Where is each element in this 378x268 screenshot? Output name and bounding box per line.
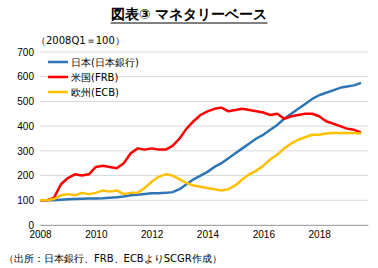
title: 図表③ マネタリーベース [111, 6, 268, 22]
x-axis: 2008 2010 2012 2014 2016 2018 [29, 225, 368, 240]
x-tick: 2014 [197, 225, 220, 240]
grid-line [40, 150, 368, 151]
grid-line [40, 126, 368, 127]
y-tick-label: 500 [17, 96, 34, 107]
y-tick-label: 600 [17, 71, 34, 82]
y-tick-label: 100 [17, 195, 34, 206]
legend-label: 欧州(ECB) [71, 87, 119, 98]
y-tick: 200 [17, 170, 40, 181]
y-tick: 600 [17, 71, 40, 82]
y-tick-label: 200 [17, 170, 34, 181]
y-tick-label: 400 [17, 121, 34, 132]
x-tick-label: 2008 [29, 229, 52, 240]
title-underline [111, 23, 268, 24]
legend-swatch [48, 76, 68, 79]
grid-line [40, 200, 368, 201]
plot-area [40, 83, 361, 200]
x-tick-label: 2014 [197, 229, 220, 240]
y-axis: 0100200300400500600700 [17, 47, 40, 231]
x-tick: 2008 [29, 225, 52, 240]
x-tick: 2012 [141, 225, 164, 240]
y-tick: 400 [17, 121, 40, 132]
grid-line [40, 52, 368, 53]
y-tick: 100 [17, 195, 40, 206]
x-tick-label: 2016 [253, 229, 276, 240]
x-tick: 2010 [85, 225, 108, 240]
y-tick: 300 [17, 146, 40, 157]
legend-swatch [48, 91, 68, 94]
series-line [40, 108, 361, 201]
x-tick-label: 2018 [309, 229, 332, 240]
grid-line [40, 225, 368, 226]
x-tick: 2016 [253, 225, 276, 240]
chart: 図表③ マネタリーベース（2008Q1＝100）0100200300400500… [0, 0, 378, 268]
subtitle: （2008Q1＝100） [36, 35, 125, 46]
legend-swatch [48, 61, 68, 64]
series-line [40, 83, 361, 200]
x-tick: 2018 [309, 225, 332, 240]
x-tick-label: 2010 [85, 229, 108, 240]
source: （出所：日本銀行、FRB、ECBよりSCGR作成） [4, 253, 222, 264]
grid-line [40, 101, 368, 102]
legend-label: 日本(日本銀行) [71, 57, 139, 68]
y-tick: 500 [17, 96, 40, 107]
series-line [40, 133, 361, 200]
y-tick-label: 700 [17, 47, 34, 58]
x-axis-line [41, 225, 369, 226]
grid [40, 52, 368, 225]
legend-label: 米国(FRB) [71, 72, 118, 83]
x-tick-label: 2012 [141, 229, 164, 240]
y-tick-label: 300 [17, 146, 34, 157]
legend: 日本(日本銀行) 米国(FRB) 欧州(ECB) [48, 57, 139, 98]
y-tick: 700 [17, 47, 40, 58]
